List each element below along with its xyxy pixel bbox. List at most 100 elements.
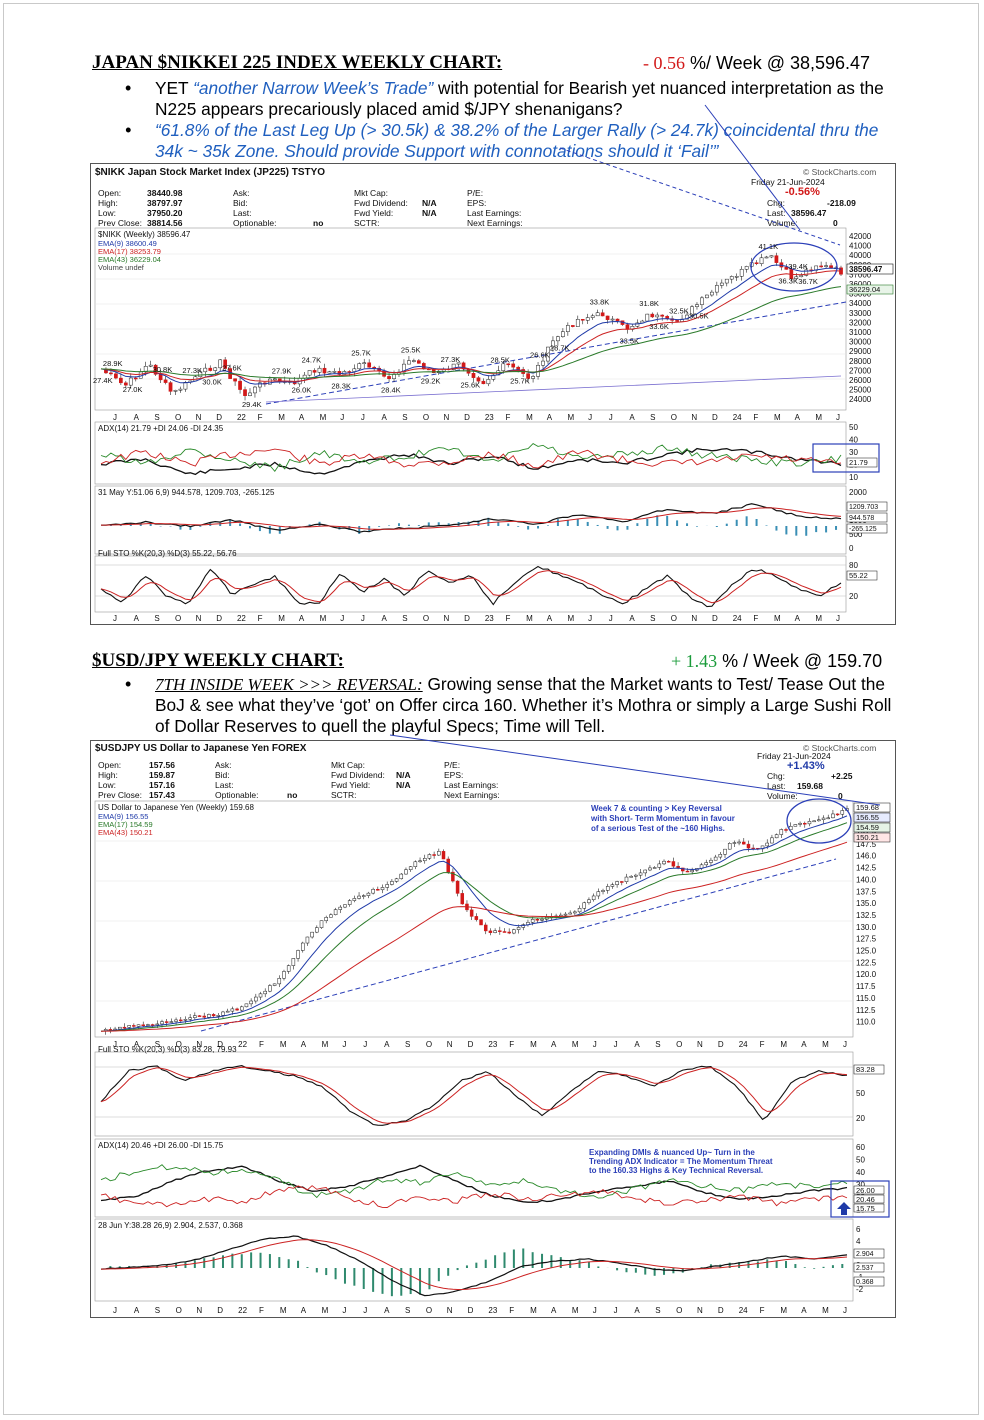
x-tick-label: A [547, 614, 553, 623]
svg-text:Expanding DMIs & nuanced Up~ T: Expanding DMIs & nuanced Up~ Turn in the [589, 1148, 755, 1157]
y-tick-label: 30000 [849, 338, 872, 347]
x-tick-label: M [526, 614, 533, 623]
macd-bar [325, 1268, 328, 1276]
adx-tag-box [853, 1185, 885, 1195]
x-tick-label: M [530, 1306, 537, 1315]
x-tick-label: M [815, 614, 822, 623]
adx-tag-box [853, 1194, 885, 1204]
candle-body [233, 378, 237, 382]
price-label: 27.4K [93, 376, 113, 385]
x-tick-label: J [113, 1306, 117, 1315]
x-tick-label: M [278, 614, 285, 623]
candle-body [620, 881, 624, 883]
macd-bar [785, 1261, 788, 1268]
candle-body [387, 376, 391, 379]
x-tick-label: A [382, 413, 388, 422]
quote-open: 157.56 [149, 760, 175, 770]
x-tick-label: M [780, 1040, 787, 1049]
macd-bar [735, 519, 738, 526]
candle-body [235, 1008, 239, 1011]
macd-bar [221, 1255, 224, 1268]
price-tag: 154.59 [856, 823, 879, 832]
x-tick-label: O [175, 413, 181, 422]
y-tick-label: 26000 [849, 376, 872, 385]
candle-body [596, 891, 601, 897]
x-tick-label: D [712, 614, 718, 623]
macd-bar [358, 526, 361, 534]
nikkei-bullet-2: “61.8% of the Last Leg Up (> 30.5k) & 38… [125, 120, 885, 162]
candle-body [541, 360, 545, 366]
y-tick-label: 40 [849, 436, 858, 445]
macd-bar [537, 526, 540, 529]
macd-bar [676, 520, 679, 526]
candle-body [352, 368, 357, 372]
candle-body [570, 325, 575, 327]
x-tick-label: A [551, 1306, 557, 1315]
x-tick-label: A [634, 1040, 640, 1049]
x-axis-price: J A S O N D 22 F M A M J J A S O N D 23 F M A M J J A S O N D 24 F M A M J [113, 1040, 847, 1049]
price-y-axis: 152.5 147.5 146.0 142.5 140.0 137.5 135.0 132.5… [856, 828, 877, 1027]
x-tick-label: 22 [238, 1040, 247, 1049]
macd-bar [576, 518, 579, 526]
macd-bar [306, 1267, 309, 1268]
macd-bar [644, 1268, 647, 1275]
sto-tag: 83.28 [856, 1065, 875, 1074]
legend-price: $NIKK (Weekly) 38596.47 [98, 230, 191, 239]
macd-bar [297, 1260, 300, 1268]
x-tick-label: A [629, 413, 635, 422]
x-tick-label: M [280, 1306, 287, 1315]
x-tick-label: D [217, 1306, 223, 1315]
candle-body [221, 1011, 225, 1016]
candle-body [412, 360, 416, 362]
candle-body [421, 363, 426, 370]
candle-body [300, 942, 305, 951]
candle-body [600, 312, 605, 317]
candle-body [784, 266, 789, 270]
candle-body [700, 297, 704, 305]
usdjpy-bullets: 7TH INSIDE WEEK >>> REVERSAL: Growing se… [125, 674, 895, 737]
candle-body [739, 268, 744, 277]
adx-annotation: Expanding DMIs & nuanced Up~ Turn in the… [589, 1148, 773, 1175]
macd-bar [559, 1257, 562, 1268]
macd-legend: 31 May Y:51.06 6,9) 944.578, 1209.703, -… [98, 488, 275, 497]
svg-text:Fwd Yield:: Fwd Yield: [354, 208, 393, 218]
candle-body [357, 363, 362, 370]
candle-body [690, 306, 694, 316]
price-label: 36.3K [778, 276, 798, 285]
y-tick-label: 10 [849, 473, 858, 482]
x-tick-label: N [444, 614, 450, 623]
usdjpy-price-panel [94, 800, 854, 1038]
candle-body [390, 881, 394, 885]
y-tick-label: 31000 [849, 328, 872, 337]
price-label: 27.9K [272, 367, 292, 376]
x-tick-label: F [258, 413, 263, 422]
svg-text:Ask:: Ask: [215, 760, 232, 770]
candle-body [392, 374, 396, 379]
quote-prev-close: 157.43 [149, 790, 175, 800]
x-tick-label: M [774, 413, 781, 422]
macd-bar [625, 1268, 628, 1273]
price-label: 27.6K [222, 364, 242, 373]
y-tick-label: 20 [856, 1114, 865, 1123]
ema9-line [100, 815, 848, 1032]
macd-bar [566, 520, 569, 526]
x-tick-label: O [671, 614, 677, 623]
macd-tag-box [846, 512, 888, 523]
price-label: 41.1K [759, 242, 779, 251]
candle-body [417, 360, 421, 364]
y-tick-label: 25000 [849, 386, 872, 395]
macd-bar [597, 1266, 600, 1268]
x-tick-label: J [609, 413, 613, 422]
candle-body [366, 892, 371, 896]
x-tick-label: O [676, 1306, 682, 1315]
macd-bar [258, 526, 261, 532]
candle-body [774, 255, 779, 263]
x-tick-label: A [384, 1306, 390, 1315]
candle-body [253, 386, 257, 394]
candle-body [407, 360, 411, 365]
legend-ema43: EMA(43) 150.21 [98, 828, 153, 837]
macd-bar [189, 526, 192, 530]
candle-body [531, 376, 535, 379]
y-tick-label: 152.5 [856, 828, 877, 837]
chart-change-pct: -0.56% [785, 186, 820, 198]
